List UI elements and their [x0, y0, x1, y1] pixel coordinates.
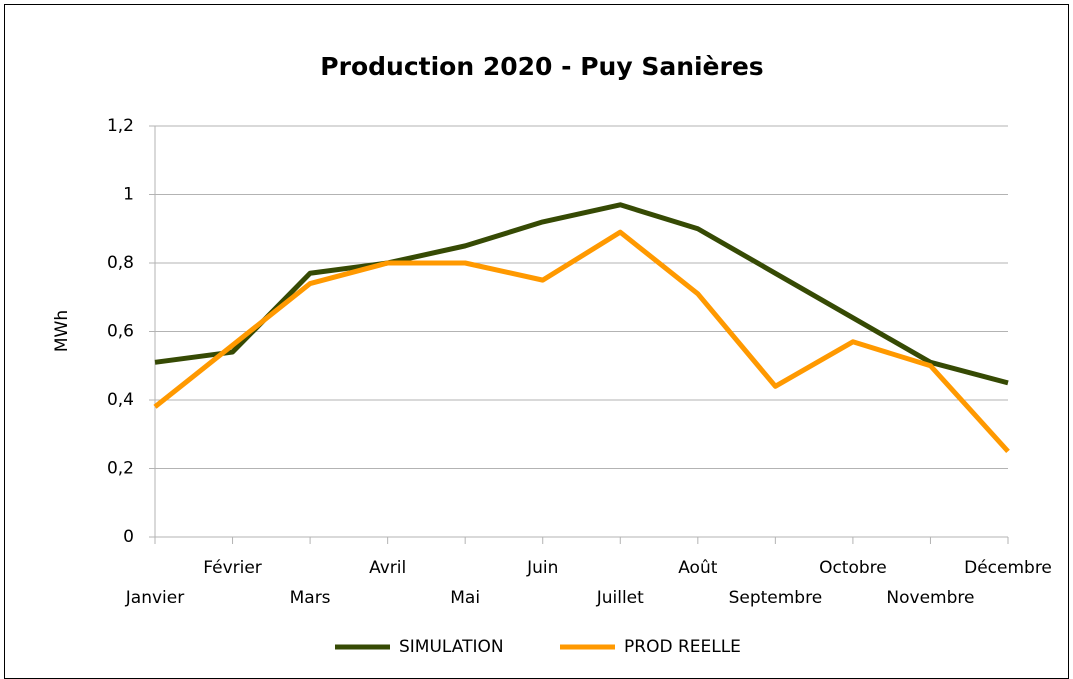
legend-label: PROD REELLE: [624, 637, 741, 657]
y-axis-label: MWh: [52, 310, 72, 352]
legend-label: SIMULATION: [399, 637, 504, 657]
x-tick-label: Juillet: [596, 588, 644, 608]
x-tick-label: Février: [203, 558, 262, 578]
x-tick-label: Mai: [450, 588, 480, 608]
series-line: [154, 202, 1009, 386]
x-tick-label: Décembre: [964, 558, 1052, 578]
x-tick-label: Juin: [526, 558, 558, 578]
y-tick-label: 0,8: [107, 253, 134, 273]
x-tick-label: Septembre: [729, 588, 823, 608]
series-line: [153, 229, 1010, 454]
x-tick-label: Janvier: [125, 588, 184, 608]
x-tick-label: Octobre: [819, 558, 887, 578]
y-tick-label: 0,6: [107, 322, 134, 342]
y-tick-label: 0,2: [107, 459, 134, 479]
x-tick-label: Avril: [369, 558, 406, 578]
x-tick-label: Novembre: [886, 588, 974, 608]
y-tick-label: 0: [123, 527, 134, 547]
x-tick-label: Août: [678, 558, 718, 578]
y-tick-label: 1,2: [107, 116, 134, 136]
y-tick-label: 0,4: [107, 390, 134, 410]
chart-title: Production 2020 - Puy Sanières: [320, 52, 763, 81]
y-tick-label: 1: [123, 185, 134, 205]
x-tick-label: Mars: [290, 588, 331, 608]
